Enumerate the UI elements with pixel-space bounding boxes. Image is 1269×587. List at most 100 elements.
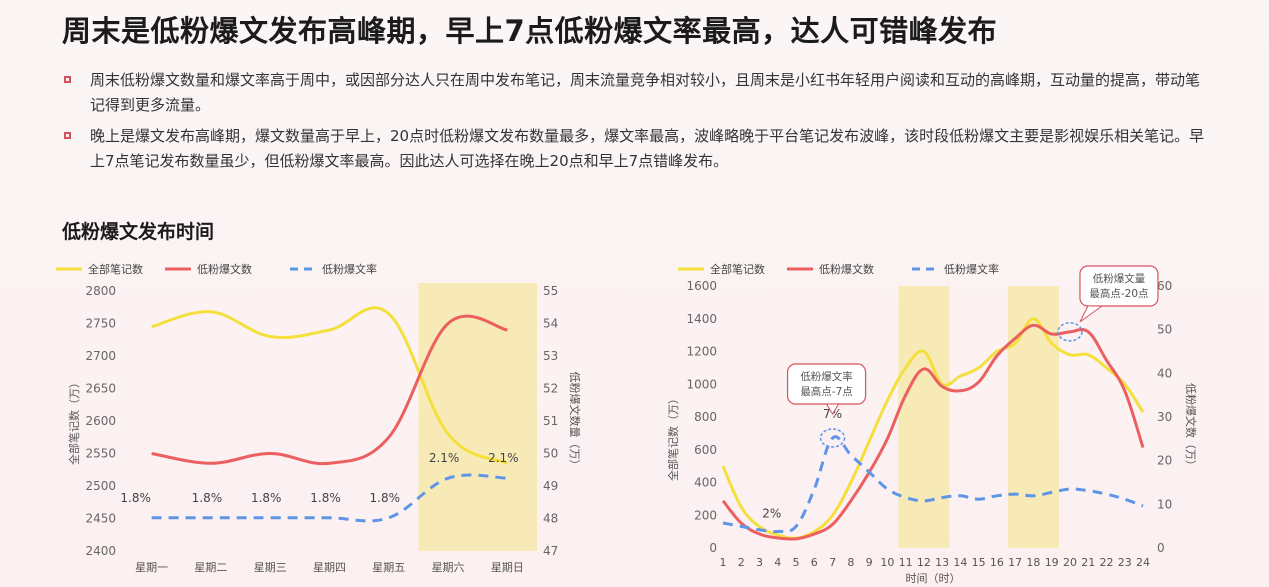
- y2-tick-label: 20: [1157, 454, 1172, 468]
- x-tick-label: 9: [866, 556, 873, 569]
- x-tick-label: 7: [829, 556, 836, 569]
- y-tick-label: 600: [694, 443, 717, 457]
- data-label: 2.1%: [488, 451, 519, 465]
- x-tick-label: 星期一: [135, 561, 168, 574]
- bullet-square-icon: [64, 132, 71, 139]
- x-tick-label: 22: [1099, 556, 1113, 569]
- x-tick-label: 5: [793, 556, 800, 569]
- legend-label: 低粉爆文率: [944, 262, 999, 276]
- y2-axis-label: 低粉爆文数（万）: [1184, 383, 1198, 471]
- hourly-chart: 全部笔记数 低粉爆文数 低粉爆文率0200400600800100012001400…: [668, 262, 1198, 585]
- x-tick-label: 14: [953, 556, 967, 569]
- callout-box: [786, 363, 867, 405]
- y-tick-label: 2650: [85, 382, 116, 396]
- x-tick-label: 20: [1063, 556, 1077, 569]
- y-tick-label: 200: [694, 508, 717, 522]
- series-line-low-fan-count: [721, 323, 1145, 541]
- weekday-chart: 全部笔记数 低粉爆文数 低粉爆文率 2400 2450 2500 2550 2600 2650 2…: [56, 262, 582, 574]
- x-tick-label: 15: [972, 556, 986, 569]
- y2-tick-label: 53: [543, 349, 558, 363]
- y2-tick-label: 55: [543, 284, 558, 298]
- callout-pointer: [1079, 305, 1104, 323]
- y-axis-label: 全部笔记数（万）: [67, 377, 81, 465]
- bullet-square-icon: [64, 76, 71, 83]
- x-tick-label: 8: [847, 556, 854, 569]
- highlight-ellipse: [819, 428, 846, 448]
- x-tick-label: 18: [1026, 556, 1040, 569]
- y2-tick-label: 51: [543, 414, 558, 428]
- y-tick-label: 2750: [85, 317, 116, 331]
- y-tick-label: 2800: [85, 284, 116, 298]
- x-tick-label: 4: [774, 556, 781, 569]
- y-tick-label: 1200: [686, 345, 717, 359]
- bullet-text: 周末低粉爆文数量和爆文率高于周中，或因部分达人只在周中发布笔记，周末流量竞争相对…: [90, 71, 1201, 114]
- series-line-low-fan-rate: [151, 473, 508, 523]
- bullet-text: 晚上是爆文发布高峰期，爆文数量高于早上，20点时低粉爆文发布数量最多，爆文率最高…: [90, 127, 1205, 170]
- data-label: 1.8%: [120, 491, 150, 505]
- section-title: 低粉爆文发布时间: [62, 221, 215, 243]
- y2-tick-label: 10: [1157, 497, 1172, 511]
- y-tick-label: 800: [694, 410, 717, 424]
- y2-tick-label: 0: [1157, 541, 1165, 555]
- legend-label: 低粉爆文率: [322, 262, 377, 276]
- peak-highlight: [1007, 286, 1059, 548]
- data-label: 1.8%: [370, 491, 401, 505]
- y-tick-label: 2700: [85, 349, 116, 363]
- x-tick-label: 6: [811, 556, 818, 569]
- y-tick-label: 1000: [686, 377, 717, 391]
- x-axis-label: 时间（时）: [906, 572, 961, 585]
- data-label: 2.1%: [429, 451, 460, 465]
- x-tick-label: 星期五: [372, 561, 405, 574]
- y2-tick-label: 60: [1157, 279, 1172, 293]
- y-tick-label: 2450: [85, 512, 116, 526]
- x-tick-label: 17: [1008, 556, 1022, 569]
- y-tick-label: 1400: [686, 312, 717, 326]
- callout-text: 低粉爆文率: [800, 370, 853, 383]
- page-title: 周末是低粉爆文发布高峰期，早上7点低粉爆文率最高，达人可错峰发布: [62, 14, 998, 48]
- x-tick-label: 13: [935, 556, 949, 569]
- data-label: 1.8%: [251, 491, 282, 505]
- y-tick-label: 400: [694, 476, 717, 490]
- data-label: 2%: [762, 507, 781, 521]
- callout-pointer: [825, 403, 840, 415]
- y2-tick-label: 49: [543, 479, 558, 493]
- y2-axis-label: 低粉爆文数量（万）: [568, 372, 582, 471]
- legend-label: 低粉爆文数: [819, 262, 874, 276]
- series-line-low-fan-rate: [722, 435, 1144, 534]
- x-tick-label: 23: [1118, 556, 1132, 569]
- x-tick-label: 1: [720, 556, 727, 569]
- y2-tick-label: 50: [543, 447, 558, 461]
- x-tick-label: 星期二: [194, 561, 227, 574]
- x-tick-label: 11: [899, 556, 913, 569]
- y-axis-label: 全部笔记数（万）: [668, 393, 680, 481]
- y-tick-label: 2500: [85, 479, 116, 493]
- x-tick-label: 3: [756, 556, 763, 569]
- x-tick-label: 2: [738, 556, 745, 569]
- y-tick-label: 2400: [85, 544, 116, 558]
- y-tick-label: 2550: [85, 447, 116, 461]
- x-tick-label: 星期三: [254, 561, 287, 574]
- x-tick-label: 星期六: [432, 561, 465, 574]
- legend-label: 全部笔记数: [710, 262, 765, 276]
- series-line-all-notes: [151, 306, 509, 465]
- bullet-item: 晚上是爆文发布高峰期，爆文数量高于早上，20点时低粉爆文发布数量最多，爆文率最高…: [62, 124, 1212, 174]
- y-tick-label: 2600: [85, 414, 116, 428]
- y-tick-label: 1600: [686, 279, 717, 293]
- y2-tick-label: 47: [543, 544, 558, 558]
- bullet-item: 周末低粉爆文数量和爆文率高于周中，或因部分达人只在周中发布笔记，周末流量竞争相对…: [62, 68, 1212, 118]
- y2-tick-label: 50: [1157, 323, 1172, 337]
- highlight-ellipse: [1057, 322, 1083, 342]
- data-label: 1.8%: [310, 491, 341, 505]
- series-line-low-fan-count: [151, 314, 508, 466]
- callout-box: [1079, 265, 1159, 307]
- peak-highlight: [898, 286, 950, 548]
- y-tick-label: 0: [709, 541, 717, 555]
- callout-text: 最高点-20点: [1089, 287, 1148, 300]
- callout-text: 最高点-7点: [800, 385, 852, 398]
- x-tick-label: 21: [1081, 556, 1095, 569]
- bullet-list: 周末低粉爆文数量和爆文率高于周中，或因部分达人只在周中发布笔记，周末流量竞争相对…: [62, 68, 1212, 180]
- x-tick-label: 星期四: [313, 561, 346, 574]
- x-tick-label: 10: [880, 556, 894, 569]
- callout-text: 低粉爆文量: [1093, 272, 1146, 285]
- y2-tick-label: 30: [1157, 410, 1172, 424]
